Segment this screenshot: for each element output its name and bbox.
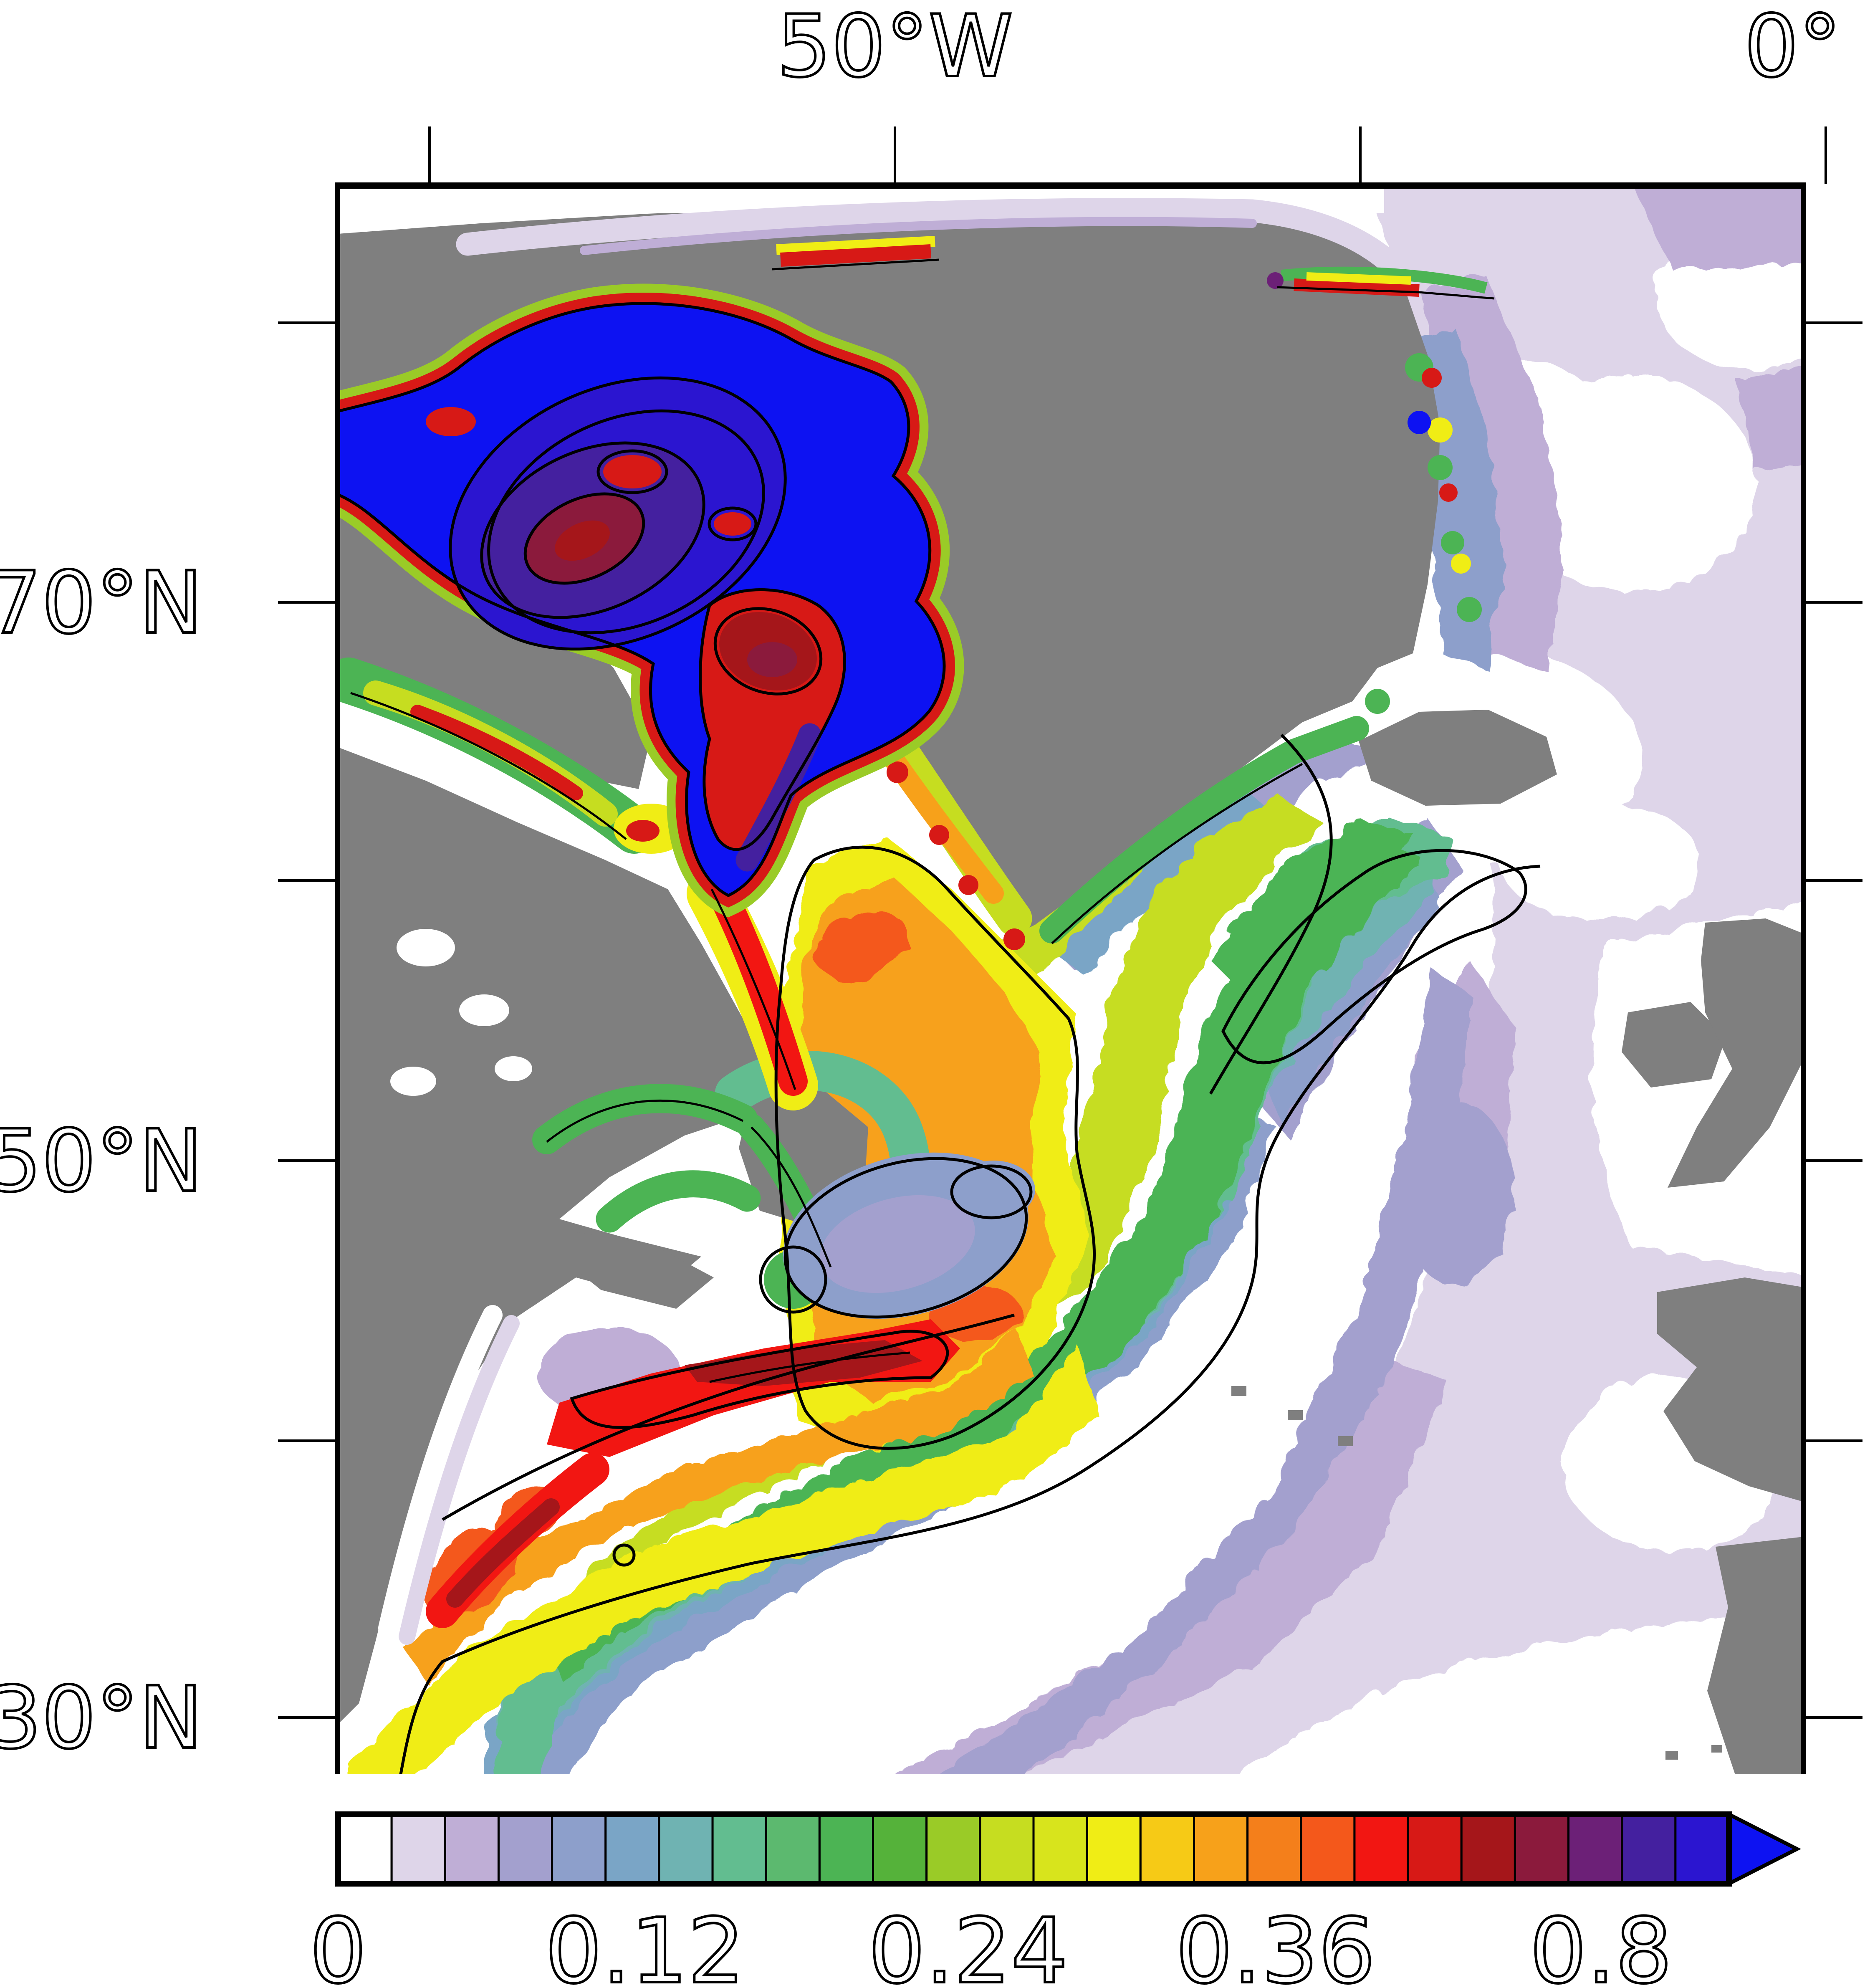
colorbar-cell-17 — [1246, 1813, 1302, 1885]
land-nova-scotia — [559, 1232, 714, 1309]
colorbar-cell-16 — [1193, 1813, 1249, 1885]
frame-right — [1801, 182, 1806, 1774]
left-axis-label-1: 70°N — [0, 554, 203, 653]
land-iceland — [1359, 710, 1557, 806]
colorbar-cell-9 — [818, 1813, 874, 1885]
contour-lines — [338, 258, 1541, 1774]
colorbar — [335, 1811, 1801, 1887]
colorbar-label-3: 0.36 — [1175, 1899, 1375, 1988]
colorbar-cell-5 — [604, 1813, 660, 1885]
axis-labels: 50°W 0° 70°N 50°N 30°N — [0, 0, 1842, 1769]
colorbar-label-0: 0 — [310, 1899, 367, 1988]
colorbar-cell-20 — [1407, 1813, 1463, 1885]
colorbar-cell-14 — [1086, 1813, 1142, 1885]
colorbar-cell-15 — [1139, 1813, 1195, 1885]
top-axis-label-1: 50°W — [777, 0, 1013, 96]
colorbar-cell-3 — [497, 1813, 553, 1885]
colorbar-cell-13 — [1032, 1813, 1088, 1885]
colorbar-cell-6 — [658, 1813, 714, 1885]
colorbar-cell-18 — [1300, 1813, 1356, 1885]
colorbar-label-1: 0.12 — [545, 1899, 745, 1988]
colorbar-cell-7 — [711, 1813, 767, 1885]
left-axis-label-3: 50°N — [0, 1112, 203, 1211]
colorbar-cell-11 — [925, 1813, 981, 1885]
colorbar-cell-8 — [765, 1813, 821, 1885]
colorbar-cell-1 — [390, 1813, 446, 1885]
land-ireland — [1622, 1002, 1726, 1088]
colorbar-cell-23 — [1567, 1813, 1623, 1885]
colorbar-cell-24 — [1621, 1813, 1677, 1885]
colorbar-cell-19 — [1353, 1813, 1409, 1885]
colorbar-cell-25 — [1674, 1813, 1730, 1885]
colorbar-label-4: 0.8 — [1529, 1899, 1672, 1988]
axis-ticks-left — [278, 321, 336, 1719]
land-britain — [1668, 918, 1804, 1188]
left-axis-label-5: 30°N — [0, 1669, 203, 1768]
colorbar-cell-22 — [1514, 1813, 1570, 1885]
map-frame — [335, 182, 1806, 1774]
colorbar-border — [335, 1811, 1732, 1887]
colorbar-cell-21 — [1460, 1813, 1516, 1885]
colorbar-labels: 0 0.12 0.24 0.36 0.8 — [308, 1897, 1674, 1988]
land-north-america — [338, 747, 778, 1724]
colorbar-label-2: 0.24 — [868, 1899, 1068, 1988]
frame-left — [335, 182, 340, 1774]
colorbar-cell-2 — [444, 1813, 500, 1885]
land-france — [1657, 1277, 1804, 1502]
colorbar-cell-0 — [337, 1813, 393, 1885]
frame-top — [335, 182, 1806, 189]
colorbar-cell-12 — [979, 1813, 1035, 1885]
colorbar-cell-10 — [872, 1813, 928, 1885]
axis-ticks-top — [428, 126, 1827, 184]
coastal-features — [338, 189, 1488, 1645]
top-axis-label-3: 0° — [1744, 0, 1842, 96]
colorbar-cell-4 — [551, 1813, 607, 1885]
axis-ticks-right — [1806, 321, 1862, 1719]
map-canvas — [338, 186, 1804, 1774]
land-iberia — [1707, 1536, 1804, 1774]
colorbar-arrow — [1727, 1811, 1801, 1887]
